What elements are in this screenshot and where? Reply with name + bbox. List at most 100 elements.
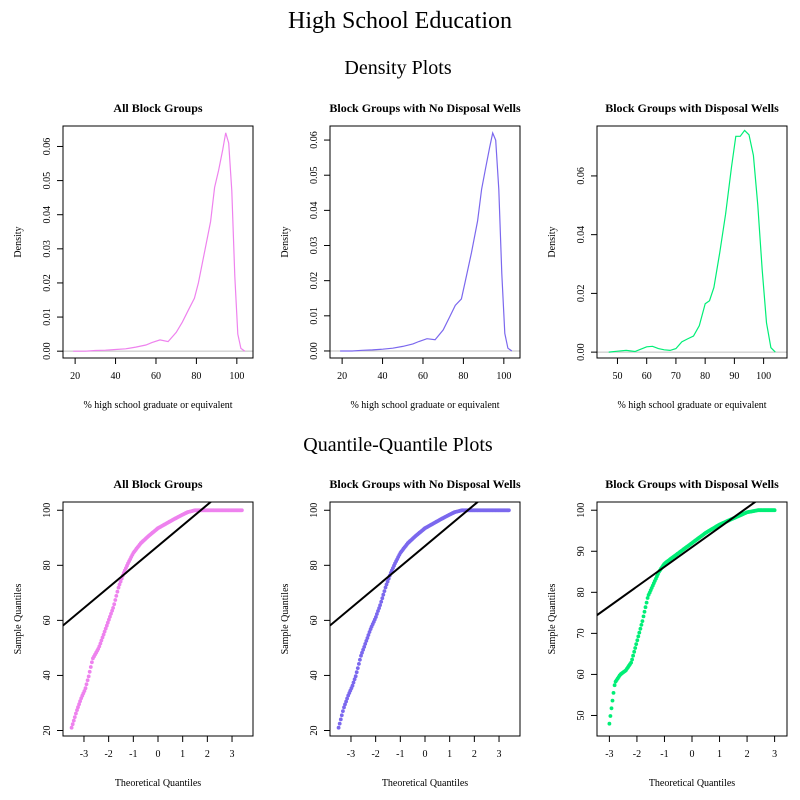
qq-section-title: Quantile-Quantile Plots xyxy=(303,434,493,456)
x-tick-label: 1 xyxy=(180,749,185,760)
qq-point xyxy=(118,579,123,584)
y-axis-label: Sample Quantiles xyxy=(547,583,558,654)
qq-point xyxy=(357,662,361,666)
x-tick-label: -1 xyxy=(396,749,404,760)
qq-point xyxy=(105,620,110,625)
panel-title: All Block Groups xyxy=(113,477,202,491)
qq-point xyxy=(343,702,347,707)
y-tick-label: 100 xyxy=(309,503,320,518)
chart-panel-5: Block Groups with No Disposal Wells Theor… xyxy=(280,477,521,789)
qq-point xyxy=(645,596,650,600)
panel-title: Block Groups with Disposal Wells xyxy=(605,101,779,115)
qq-point xyxy=(70,722,75,727)
y-tick-label: 0.03 xyxy=(309,237,320,255)
panel-title: Block Groups with No Disposal Wells xyxy=(329,101,521,115)
qq-point xyxy=(382,589,387,593)
panel-title: All Block Groups xyxy=(113,101,202,115)
plot-area xyxy=(597,502,777,726)
y-axis-label: Density xyxy=(280,226,291,257)
plot-frame xyxy=(596,125,788,359)
qq-point xyxy=(610,698,615,703)
qq-point xyxy=(100,635,105,640)
qq-point xyxy=(339,713,344,718)
y-tick-label: 0.04 xyxy=(309,202,320,220)
qq-point xyxy=(379,599,384,604)
x-tick-label: 2 xyxy=(472,749,477,760)
qq-point xyxy=(636,634,641,639)
qq-point xyxy=(772,508,777,513)
density-curve xyxy=(340,131,513,352)
x-tick-label: 0 xyxy=(156,749,161,760)
qq-reference-line xyxy=(330,502,480,627)
qq-point xyxy=(104,623,109,628)
qq-point xyxy=(611,691,616,695)
chart-panel-1: All Block Groups % high school graduate o… xyxy=(13,101,254,411)
y-tick-label: 0.05 xyxy=(309,166,320,184)
x-tick-label: 70 xyxy=(671,371,681,382)
qq-point xyxy=(367,630,372,634)
qq-point xyxy=(110,608,114,613)
qq-point xyxy=(608,714,613,718)
y-tick-label: 0.01 xyxy=(309,307,320,325)
x-tick-label: -3 xyxy=(347,749,355,760)
qq-point xyxy=(383,585,388,590)
x-tick-label: 100 xyxy=(229,371,244,382)
qq-point xyxy=(353,674,358,679)
chart-panel-6: Block Groups with Disposal Wells Theoreti… xyxy=(547,477,788,789)
qq-point xyxy=(97,644,102,649)
qq-point xyxy=(359,653,363,658)
qq-point xyxy=(360,650,364,655)
qq-point xyxy=(634,642,639,646)
y-tick-label: 100 xyxy=(42,503,53,518)
qq-point xyxy=(69,725,74,730)
y-tick-label: 60 xyxy=(42,615,53,625)
x-tick-label: 0 xyxy=(423,749,428,760)
qq-point xyxy=(376,609,380,613)
x-tick-label: 2 xyxy=(205,749,210,760)
y-tick-label: 40 xyxy=(42,670,53,680)
qq-point xyxy=(639,623,644,627)
y-tick-label: 80 xyxy=(309,560,320,570)
qq-point xyxy=(633,646,638,650)
qq-point xyxy=(85,678,90,683)
qq-point xyxy=(355,666,360,670)
y-tick-label: 90 xyxy=(576,546,587,556)
qq-point xyxy=(107,617,111,622)
x-axis-label: % high school graduate or equivalent xyxy=(83,400,232,411)
qq-point xyxy=(76,705,80,710)
qq-point xyxy=(641,614,646,619)
plot-area xyxy=(63,502,244,730)
qq-point xyxy=(77,702,81,707)
x-axis-label: Theoretical Quantiles xyxy=(115,778,201,789)
qq-point xyxy=(366,633,371,637)
y-tick-label: 0.02 xyxy=(576,285,587,303)
x-tick-label: 60 xyxy=(642,371,652,382)
y-tick-label: 0.05 xyxy=(42,172,53,190)
density-section-title: Density Plots xyxy=(344,57,451,79)
qq-point xyxy=(644,600,649,605)
qq-point xyxy=(381,592,386,597)
plot-area xyxy=(63,132,253,352)
x-axis-label: % high school graduate or equivalent xyxy=(350,400,499,411)
y-tick-label: 60 xyxy=(576,669,587,679)
plot-frame xyxy=(596,501,788,737)
x-tick-label: -2 xyxy=(371,749,379,760)
y-tick-label: 0.06 xyxy=(42,138,53,156)
y-tick-label: 0.01 xyxy=(42,308,53,326)
qq-point xyxy=(385,579,390,584)
y-tick-label: 60 xyxy=(309,615,320,625)
x-tick-label: 3 xyxy=(772,749,777,760)
qq-point xyxy=(358,657,362,662)
qq-point xyxy=(342,705,346,710)
x-tick-label: 80 xyxy=(700,371,710,382)
x-tick-label: 60 xyxy=(418,371,428,382)
x-axis-label: % high school graduate or equivalent xyxy=(617,400,766,411)
qq-point xyxy=(90,660,94,665)
y-axis-label: Sample Quantiles xyxy=(280,583,291,654)
x-tick-label: -2 xyxy=(104,749,112,760)
qq-point xyxy=(114,594,119,598)
qq-point xyxy=(361,647,365,652)
y-tick-label: 80 xyxy=(42,560,53,570)
chart-panel-3: Block Groups with Disposal Wells % high s… xyxy=(547,101,788,411)
